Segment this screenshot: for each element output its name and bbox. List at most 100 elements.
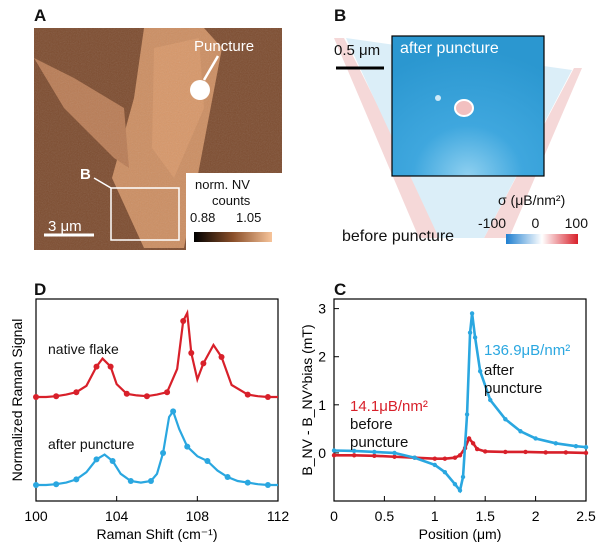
x-tick-label: 1 xyxy=(431,508,439,524)
data-point xyxy=(73,389,80,396)
data-point xyxy=(483,449,488,454)
data-point xyxy=(583,444,589,450)
x-tick-label: 1.5 xyxy=(475,508,495,524)
panel-c-letter: C xyxy=(334,280,347,299)
data-point xyxy=(523,449,528,455)
panel-a-colorbar-min: 0.88 xyxy=(190,210,216,225)
y-axis-label: B_NV - B_NV^bias (mT) xyxy=(299,324,315,475)
data-point xyxy=(204,458,211,464)
panel-b-colorbar-ticks: -100 0 100 xyxy=(478,215,588,231)
data-point xyxy=(244,391,251,398)
data-point xyxy=(218,354,225,360)
panel-a-colorbar-title1: norm. NV xyxy=(195,177,250,192)
data-point xyxy=(180,318,187,324)
series-line xyxy=(36,309,278,399)
data-point xyxy=(470,441,476,446)
data-point xyxy=(503,449,508,455)
label-after-line2: puncture xyxy=(484,380,543,397)
data-point xyxy=(533,436,538,441)
roi-box[interactable] xyxy=(110,187,180,241)
y-axis-label: Normalized Raman Signal xyxy=(9,319,25,482)
label-before-value: 14.1μB/nm² xyxy=(350,398,428,415)
data-point xyxy=(53,481,60,488)
data-point xyxy=(372,449,377,455)
data-point xyxy=(488,397,493,403)
label-before-line2: puncture xyxy=(350,434,409,451)
data-point xyxy=(412,455,417,460)
data-point xyxy=(392,454,397,459)
data-point xyxy=(264,394,271,400)
data-point xyxy=(457,453,463,458)
puncture-spot xyxy=(454,99,474,117)
data-point xyxy=(143,393,150,400)
panel-a-scalebar-label: 3 μm xyxy=(48,218,82,235)
data-point xyxy=(109,458,116,464)
panel-b-scalebar-label: 0.5 μm xyxy=(334,42,381,59)
data-point xyxy=(452,455,458,460)
data-point xyxy=(467,330,473,335)
data-point xyxy=(73,476,80,483)
plot-frame xyxy=(333,298,587,502)
data-point xyxy=(392,450,397,456)
panel-b-letter: B xyxy=(334,6,347,25)
data-point xyxy=(583,450,589,456)
data-point xyxy=(460,474,466,480)
data-point xyxy=(469,311,475,316)
label-after-puncture-d: after puncture xyxy=(48,436,135,452)
cbar-tick: 0 xyxy=(531,215,540,231)
data-point xyxy=(93,363,100,370)
x-tick-label: 2.5 xyxy=(576,508,596,524)
y-tick-label: 0 xyxy=(318,445,326,461)
data-point xyxy=(432,462,437,468)
data-point xyxy=(184,443,191,450)
data-point xyxy=(127,478,134,484)
data-point xyxy=(33,394,39,400)
data-point xyxy=(464,412,470,417)
panel-a-colorbar-title2: counts xyxy=(212,193,251,208)
cbar-tick: -100 xyxy=(478,215,507,231)
panel-d-letter: D xyxy=(34,280,47,299)
cbar-tick: 100 xyxy=(564,215,588,231)
series-line xyxy=(36,409,278,487)
puncture-marker xyxy=(190,80,210,100)
data-point xyxy=(147,478,154,484)
label-after-line1: after xyxy=(484,362,515,379)
data-point xyxy=(331,448,337,453)
x-tick-label: 112 xyxy=(267,508,290,524)
data-point xyxy=(53,393,60,400)
data-point xyxy=(372,453,377,458)
y-tick-label: 3 xyxy=(318,301,326,317)
field-profile-chart: 0 0.5 1 1.5 2 2.5 0 1 2 3 Position (μm) B_NV - B_NV… xyxy=(299,298,596,542)
raman-chart: 100 104 108 112 Raman Shift (cm⁻¹) Normalized… xyxy=(9,298,290,542)
data-point xyxy=(472,335,478,340)
data-point xyxy=(170,408,177,415)
data-point xyxy=(160,450,167,456)
data-point xyxy=(188,350,195,356)
x-tick-label: 0.5 xyxy=(375,508,395,524)
y-tick-label: 2 xyxy=(318,349,326,365)
puncture-label: Puncture xyxy=(194,38,255,55)
panel-b-image xyxy=(334,28,582,250)
x-axis-label: Raman Shift (cm⁻¹) xyxy=(97,526,218,542)
panel-b-outer-label: before puncture xyxy=(342,228,455,245)
data-point xyxy=(224,474,231,480)
data-point xyxy=(264,482,271,488)
x-tick-label: 0 xyxy=(330,508,338,524)
data-point xyxy=(93,456,100,463)
data-point xyxy=(573,443,579,449)
label-native-flake: native flake xyxy=(48,341,119,357)
data-point xyxy=(432,456,437,461)
roi-label: B xyxy=(80,166,91,183)
panel-a-image xyxy=(34,28,282,250)
data-point xyxy=(331,453,337,458)
data-point xyxy=(200,360,207,367)
data-point xyxy=(466,436,472,441)
data-point xyxy=(563,450,569,455)
data-point xyxy=(123,390,130,397)
panel-a-letter: A xyxy=(34,6,47,25)
data-point xyxy=(107,363,114,370)
x-axis-label: Position (μm) xyxy=(419,526,502,542)
data-point xyxy=(351,448,357,454)
data-point xyxy=(442,456,448,461)
data-point xyxy=(244,479,251,486)
